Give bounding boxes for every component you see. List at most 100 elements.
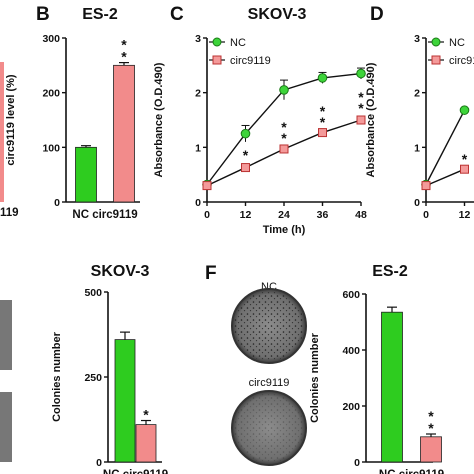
point-nc xyxy=(317,73,328,83)
y-tick-label: 100 xyxy=(42,142,60,154)
panel-letter-b: B xyxy=(36,4,50,25)
y-axis-label: Absorbance (O.D.490) xyxy=(365,62,377,177)
point-circ9119 xyxy=(421,181,431,191)
y-tick-label: 200 xyxy=(42,88,60,100)
panel-f: F ES-2 NC circ9119 0 200 400 600 Colonies nu… xyxy=(205,263,444,474)
y-tick-label: 200 xyxy=(342,401,360,413)
significance-marker: * xyxy=(243,147,249,163)
cropped-left-remnants: 119 xyxy=(0,62,19,462)
significance-marker: * xyxy=(281,119,287,135)
significance-marker: * xyxy=(358,100,364,116)
bar-circ9119 xyxy=(420,436,442,463)
panel-b: B ES-2 0 100 200 300 circ9119 level (%) ** NC … xyxy=(5,4,140,221)
significance-marker: * xyxy=(428,408,434,424)
y-tick-label: 0 xyxy=(96,457,102,469)
point-circ9119 xyxy=(202,181,212,191)
point-circ9119 xyxy=(241,163,250,173)
panel-b-title: ES-2 xyxy=(82,6,118,23)
panel-letter-c: C xyxy=(170,4,184,25)
colony-dots-circ9119 xyxy=(234,393,304,463)
panel-c-title: SKOV-3 xyxy=(248,6,307,23)
y-axis-label: Colonies number xyxy=(309,332,321,423)
cropped-label: 119 xyxy=(0,207,19,219)
x-category-labels: NC circ9119 xyxy=(72,209,137,221)
y-tick-label: 500 xyxy=(84,287,102,299)
x-tick-label: 0 xyxy=(204,209,210,221)
y-tick-label: 0 xyxy=(54,197,60,209)
significance-marker: * xyxy=(121,49,127,65)
legend-label-circ9119: circ9119 xyxy=(449,55,474,67)
panel-letter-f: F xyxy=(205,263,217,284)
chart-f: 0 200 400 600 Colonies number ** NC circ9119 xyxy=(309,289,444,474)
y-tick-label: 2 xyxy=(195,88,201,100)
plate-label-circ9119: circ9119 xyxy=(249,377,290,389)
legend-label-circ9119: circ9119 xyxy=(230,55,271,67)
panel-e: SKOV-3 0 250 500 Colonies number * NC circ911… xyxy=(51,263,168,474)
significance-marker: * xyxy=(143,407,149,423)
significance-marker: * xyxy=(320,114,326,130)
cropped-plate-bottom xyxy=(0,392,12,462)
point-nc xyxy=(356,68,366,79)
point-nc xyxy=(459,105,470,115)
y-tick-label: 300 xyxy=(42,33,60,45)
significance-marker: * xyxy=(281,130,287,146)
y-axis-label: Absorbance (O.D.490) xyxy=(153,62,165,177)
point-nc xyxy=(240,128,251,139)
chart-e: 0 250 500 Colonies number * NC circ9119 xyxy=(51,287,168,474)
significance-marker: * xyxy=(121,37,127,53)
significance-marker: * xyxy=(462,151,468,167)
y-tick-label: 250 xyxy=(84,372,102,384)
significance-marker: * xyxy=(358,89,364,105)
legend-marker-nc xyxy=(212,37,222,47)
y-tick-label: 1 xyxy=(414,142,420,154)
x-tick-label: 12 xyxy=(240,209,252,221)
significance-marker: * xyxy=(320,103,326,119)
point-circ9119 xyxy=(356,115,366,125)
legend-marker-circ9119 xyxy=(212,55,222,65)
bar-circ9119 xyxy=(135,424,157,463)
panel-f-title: ES-2 xyxy=(372,263,408,280)
legend-label-nc: NC xyxy=(230,37,246,49)
bar-nc xyxy=(75,146,97,203)
colony-dots-nc xyxy=(234,291,304,361)
y-tick-label: 3 xyxy=(195,33,201,45)
cropped-bar xyxy=(0,62,4,202)
legend-marker-circ9119 xyxy=(431,55,441,65)
chart-b: 0 100 200 300 circ9119 level (%) ** NC circ911… xyxy=(5,33,140,221)
x-category-labels: NC circ9119 xyxy=(103,469,168,474)
point-nc xyxy=(279,85,289,95)
bar-nc xyxy=(114,339,136,463)
y-tick-label: 0 xyxy=(414,197,420,209)
y-tick-label: 3 xyxy=(414,33,420,45)
series-line-circ9119 xyxy=(425,168,465,187)
point-circ9119 xyxy=(279,144,289,154)
bar-nc xyxy=(381,311,403,463)
x-tick-label: 24 xyxy=(278,209,290,221)
x-tick-label: 48 xyxy=(355,209,367,221)
y-axis-label: circ9119 level (%) xyxy=(5,74,17,165)
legend-marker-nc xyxy=(431,37,441,47)
y-tick-label: 600 xyxy=(342,289,360,301)
y-tick-label: 0 xyxy=(354,457,360,469)
point-circ9119 xyxy=(460,164,469,174)
panel-e-title: SKOV-3 xyxy=(91,263,150,280)
x-tick-label: 36 xyxy=(317,209,329,221)
y-tick-label: 2 xyxy=(414,88,420,100)
series-line-nc xyxy=(425,109,466,185)
cropped-plate-top xyxy=(0,300,12,370)
y-tick-label: 0 xyxy=(195,197,201,209)
x-category-labels: NC circ9119 xyxy=(379,469,444,474)
x-axis-label: Time (h) xyxy=(263,224,306,236)
significance-marker: * xyxy=(428,420,434,436)
panel-letter-d: D xyxy=(370,4,384,25)
x-tick-label: 0 xyxy=(423,209,429,221)
x-tick-label: 12 xyxy=(459,209,471,221)
point-circ9119 xyxy=(318,128,327,138)
bar-circ9119 xyxy=(113,64,135,203)
y-axis-label: Colonies number xyxy=(51,331,63,422)
